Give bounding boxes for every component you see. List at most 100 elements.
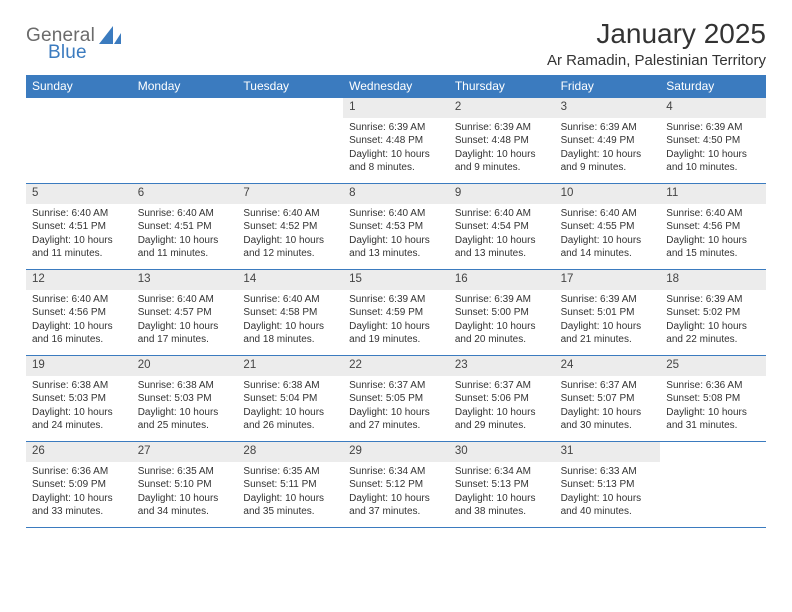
empty-cell [237,98,343,183]
sunrise-line: Sunrise: 6:35 AM [243,465,337,479]
day-data: Sunrise: 6:40 AMSunset: 4:56 PMDaylight:… [26,290,132,351]
day-number: 9 [449,184,555,204]
day-cell: 31Sunrise: 6:33 AMSunset: 5:13 PMDayligh… [555,442,661,527]
logo-word-blue: Blue [26,43,95,62]
logo: General Blue [26,18,121,62]
sunset-line: Sunset: 4:59 PM [349,306,443,320]
sunset-line: Sunset: 4:57 PM [138,306,232,320]
day-number: 7 [237,184,343,204]
daylight-line: Daylight: 10 hours and 8 minutes. [349,148,443,175]
sunset-line: Sunset: 5:11 PM [243,478,337,492]
day-data: Sunrise: 6:33 AMSunset: 5:13 PMDaylight:… [555,462,661,523]
day-cell: 5Sunrise: 6:40 AMSunset: 4:51 PMDaylight… [26,184,132,269]
sunset-line: Sunset: 4:50 PM [666,134,760,148]
day-cell: 20Sunrise: 6:38 AMSunset: 5:03 PMDayligh… [132,356,238,441]
week-row: 5Sunrise: 6:40 AMSunset: 4:51 PMDaylight… [26,184,766,270]
day-cell: 19Sunrise: 6:38 AMSunset: 5:03 PMDayligh… [26,356,132,441]
daylight-line: Daylight: 10 hours and 13 minutes. [455,234,549,261]
day-data: Sunrise: 6:34 AMSunset: 5:12 PMDaylight:… [343,462,449,523]
day-data: Sunrise: 6:39 AMSunset: 5:01 PMDaylight:… [555,290,661,351]
daylight-line: Daylight: 10 hours and 38 minutes. [455,492,549,519]
sunrise-line: Sunrise: 6:40 AM [349,207,443,221]
dayname-row: Sunday Monday Tuesday Wednesday Thursday… [26,75,766,98]
daylight-line: Daylight: 10 hours and 13 minutes. [349,234,443,261]
sunrise-line: Sunrise: 6:36 AM [32,465,126,479]
daylight-line: Daylight: 10 hours and 14 minutes. [561,234,655,261]
sunset-line: Sunset: 5:13 PM [455,478,549,492]
day-data: Sunrise: 6:37 AMSunset: 5:06 PMDaylight:… [449,376,555,437]
day-data: Sunrise: 6:37 AMSunset: 5:05 PMDaylight:… [343,376,449,437]
day-cell: 25Sunrise: 6:36 AMSunset: 5:08 PMDayligh… [660,356,766,441]
daylight-line: Daylight: 10 hours and 11 minutes. [32,234,126,261]
day-cell: 16Sunrise: 6:39 AMSunset: 5:00 PMDayligh… [449,270,555,355]
daylight-line: Daylight: 10 hours and 16 minutes. [32,320,126,347]
sunrise-line: Sunrise: 6:34 AM [349,465,443,479]
day-number: 12 [26,270,132,290]
daylight-line: Daylight: 10 hours and 24 minutes. [32,406,126,433]
day-cell: 8Sunrise: 6:40 AMSunset: 4:53 PMDaylight… [343,184,449,269]
sunrise-line: Sunrise: 6:40 AM [666,207,760,221]
dayname-monday: Monday [132,75,238,98]
sunset-line: Sunset: 4:53 PM [349,220,443,234]
day-data: Sunrise: 6:40 AMSunset: 4:54 PMDaylight:… [449,204,555,265]
sunrise-line: Sunrise: 6:40 AM [561,207,655,221]
sunrise-line: Sunrise: 6:39 AM [455,121,549,135]
day-data: Sunrise: 6:40 AMSunset: 4:58 PMDaylight:… [237,290,343,351]
sunset-line: Sunset: 5:03 PM [32,392,126,406]
day-data: Sunrise: 6:40 AMSunset: 4:57 PMDaylight:… [132,290,238,351]
sunset-line: Sunset: 5:01 PM [561,306,655,320]
day-number: 6 [132,184,238,204]
day-number: 23 [449,356,555,376]
title-block: January 2025 Ar Ramadin, Palestinian Ter… [547,18,766,69]
day-data: Sunrise: 6:35 AMSunset: 5:10 PMDaylight:… [132,462,238,523]
day-cell: 13Sunrise: 6:40 AMSunset: 4:57 PMDayligh… [132,270,238,355]
month-title: January 2025 [547,18,766,50]
day-number: 15 [343,270,449,290]
daylight-line: Daylight: 10 hours and 26 minutes. [243,406,337,433]
day-data: Sunrise: 6:40 AMSunset: 4:51 PMDaylight:… [132,204,238,265]
sunset-line: Sunset: 5:03 PM [138,392,232,406]
day-number: 4 [660,98,766,118]
sunset-line: Sunset: 5:13 PM [561,478,655,492]
sunset-line: Sunset: 4:54 PM [455,220,549,234]
day-number: 1 [343,98,449,118]
sunrise-line: Sunrise: 6:33 AM [561,465,655,479]
day-data: Sunrise: 6:35 AMSunset: 5:11 PMDaylight:… [237,462,343,523]
day-cell: 3Sunrise: 6:39 AMSunset: 4:49 PMDaylight… [555,98,661,183]
daylight-line: Daylight: 10 hours and 9 minutes. [561,148,655,175]
daylight-line: Daylight: 10 hours and 37 minutes. [349,492,443,519]
weeks-container: 1Sunrise: 6:39 AMSunset: 4:48 PMDaylight… [26,98,766,528]
sunrise-line: Sunrise: 6:40 AM [243,207,337,221]
day-number: 16 [449,270,555,290]
dayname-sunday: Sunday [26,75,132,98]
day-number: 26 [26,442,132,462]
daylight-line: Daylight: 10 hours and 22 minutes. [666,320,760,347]
sunset-line: Sunset: 5:04 PM [243,392,337,406]
sunrise-line: Sunrise: 6:39 AM [561,121,655,135]
day-data: Sunrise: 6:39 AMSunset: 5:02 PMDaylight:… [660,290,766,351]
daylight-line: Daylight: 10 hours and 9 minutes. [455,148,549,175]
header: General Blue January 2025 Ar Ramadin, Pa… [26,18,766,69]
day-cell: 22Sunrise: 6:37 AMSunset: 5:05 PMDayligh… [343,356,449,441]
sunset-line: Sunset: 4:56 PM [32,306,126,320]
sunrise-line: Sunrise: 6:40 AM [32,293,126,307]
day-data: Sunrise: 6:39 AMSunset: 4:48 PMDaylight:… [343,118,449,179]
dayname-thursday: Thursday [449,75,555,98]
day-number: 22 [343,356,449,376]
sunset-line: Sunset: 4:49 PM [561,134,655,148]
day-cell: 24Sunrise: 6:37 AMSunset: 5:07 PMDayligh… [555,356,661,441]
day-number: 17 [555,270,661,290]
day-cell: 6Sunrise: 6:40 AMSunset: 4:51 PMDaylight… [132,184,238,269]
day-number: 14 [237,270,343,290]
day-number: 27 [132,442,238,462]
day-cell: 29Sunrise: 6:34 AMSunset: 5:12 PMDayligh… [343,442,449,527]
day-cell: 28Sunrise: 6:35 AMSunset: 5:11 PMDayligh… [237,442,343,527]
sunrise-line: Sunrise: 6:37 AM [349,379,443,393]
daylight-line: Daylight: 10 hours and 17 minutes. [138,320,232,347]
day-data: Sunrise: 6:39 AMSunset: 4:48 PMDaylight:… [449,118,555,179]
sunset-line: Sunset: 5:07 PM [561,392,655,406]
sunset-line: Sunset: 4:56 PM [666,220,760,234]
sunset-line: Sunset: 4:48 PM [349,134,443,148]
daylight-line: Daylight: 10 hours and 27 minutes. [349,406,443,433]
sunrise-line: Sunrise: 6:39 AM [455,293,549,307]
